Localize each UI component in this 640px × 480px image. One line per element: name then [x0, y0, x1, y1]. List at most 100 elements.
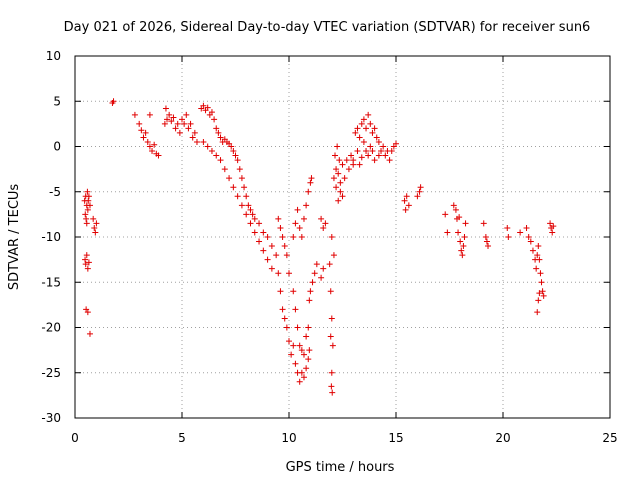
- data-point: [161, 120, 168, 127]
- data-point: [371, 125, 378, 132]
- data-point: [536, 290, 543, 297]
- data-point: [172, 125, 179, 132]
- data-point: [305, 324, 312, 331]
- data-point: [529, 247, 536, 254]
- data-point: [146, 143, 153, 150]
- data-point: [238, 175, 245, 182]
- data-point: [298, 369, 305, 376]
- data-point: [286, 338, 292, 345]
- data-point: [527, 238, 534, 245]
- data-point: [460, 243, 467, 250]
- data-point: [300, 374, 307, 381]
- data-point: [277, 288, 284, 295]
- data-point: [320, 224, 327, 231]
- data-point: [309, 279, 316, 286]
- data-point: [149, 148, 156, 155]
- data-point: [292, 220, 299, 227]
- data-point: [307, 288, 314, 295]
- data-point: [251, 229, 258, 236]
- data-point: [277, 224, 284, 231]
- data-point: [358, 154, 365, 161]
- data-point: [536, 256, 543, 263]
- data-point: [306, 297, 313, 304]
- data-point: [535, 243, 542, 250]
- data-point: [243, 193, 250, 200]
- data-point: [352, 129, 359, 136]
- data-point: [416, 188, 423, 195]
- data-point: [211, 116, 218, 123]
- data-point: [286, 270, 292, 277]
- data-point: [230, 184, 237, 191]
- data-point: [279, 306, 286, 313]
- data-point: [300, 215, 307, 222]
- data-point: [461, 234, 468, 240]
- data-point: [320, 265, 327, 272]
- data-point: [375, 152, 382, 159]
- data-point: [268, 265, 275, 272]
- data-points: [81, 98, 557, 396]
- data-point: [348, 152, 355, 159]
- data-point: [525, 234, 532, 240]
- data-point: [234, 157, 241, 164]
- data-point: [350, 157, 357, 164]
- data-point: [82, 211, 89, 218]
- data-point: [452, 206, 459, 213]
- data-point: [388, 148, 395, 155]
- data-point: [93, 220, 100, 227]
- data-point: [417, 184, 424, 191]
- data-point: [365, 152, 372, 159]
- data-point: [328, 234, 335, 240]
- grid: [75, 56, 610, 418]
- data-point: [208, 109, 215, 116]
- data-point: [251, 215, 258, 222]
- data-point: [341, 175, 348, 182]
- data-point: [290, 234, 297, 240]
- data-point: [228, 143, 235, 150]
- data-point: [335, 197, 342, 204]
- data-point: [281, 315, 288, 322]
- data-point: [247, 220, 254, 227]
- x-tick-label: 15: [388, 431, 403, 445]
- data-point: [306, 347, 313, 354]
- data-point: [318, 274, 325, 281]
- data-point: [162, 105, 169, 112]
- data-point: [533, 265, 540, 272]
- data-point: [363, 148, 370, 155]
- data-point: [241, 184, 248, 191]
- data-point: [292, 360, 299, 367]
- y-tick-label: -5: [49, 185, 61, 199]
- data-point: [505, 234, 512, 240]
- data-point: [290, 342, 297, 349]
- data-point: [217, 157, 224, 164]
- data-point: [298, 234, 305, 240]
- data-point: [279, 234, 286, 240]
- data-point: [283, 252, 290, 259]
- data-point: [294, 206, 301, 213]
- data-point: [328, 383, 335, 390]
- data-point: [91, 224, 98, 231]
- data-point: [146, 111, 153, 118]
- data-point: [332, 152, 339, 159]
- data-point: [356, 134, 363, 141]
- data-point: [290, 288, 297, 295]
- data-point: [450, 202, 457, 209]
- data-point: [330, 252, 337, 259]
- data-point: [166, 111, 173, 118]
- data-point: [401, 197, 408, 204]
- data-point: [136, 120, 143, 127]
- data-point: [375, 138, 382, 145]
- data-point: [264, 256, 271, 263]
- y-tick-label: -15: [41, 275, 61, 289]
- data-point: [402, 206, 409, 213]
- data-point: [140, 134, 147, 141]
- data-point: [170, 114, 177, 121]
- data-point: [294, 324, 301, 331]
- data-point: [151, 141, 158, 148]
- plot-frame: [74, 55, 611, 419]
- data-point: [534, 252, 541, 259]
- x-tick-label: 10: [281, 431, 296, 445]
- data-point: [328, 369, 335, 376]
- data-point: [318, 215, 325, 222]
- data-point: [90, 215, 97, 222]
- data-point: [110, 98, 117, 105]
